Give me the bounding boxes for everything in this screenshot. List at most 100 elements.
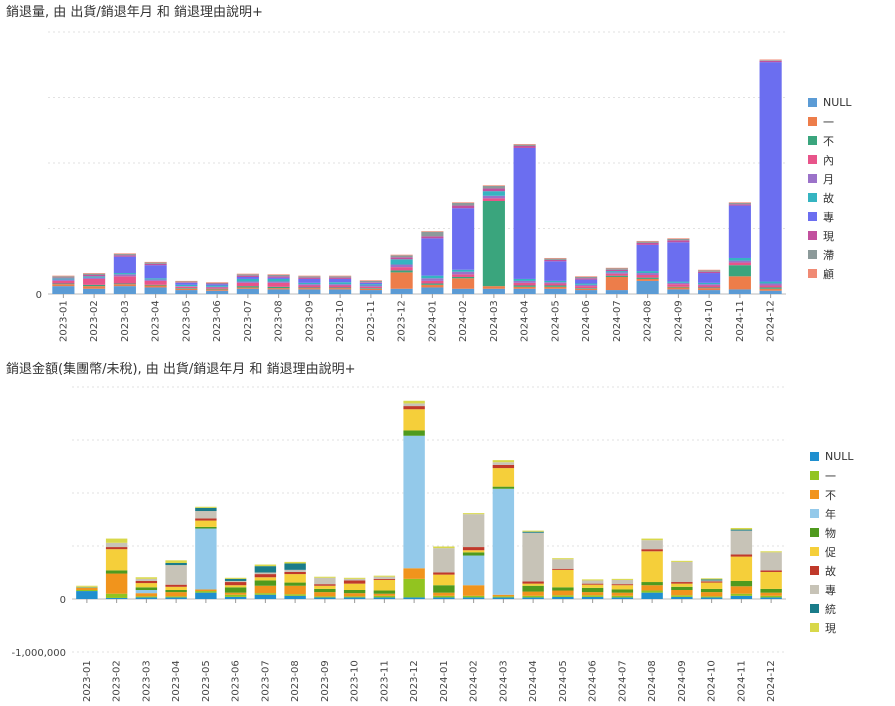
legend-item[interactable]: 統 — [810, 599, 854, 618]
legend-item[interactable]: 專 — [808, 207, 852, 226]
bar-segment — [175, 284, 198, 287]
legend-item[interactable]: NULL — [810, 447, 854, 466]
legend-label: 不 — [823, 134, 834, 148]
bar-segment — [730, 580, 753, 587]
x-tick-label: 2023-04 — [151, 300, 162, 342]
bar-segment — [700, 596, 723, 598]
bar-segment — [513, 288, 536, 294]
bar-segment — [698, 270, 721, 272]
legend-swatch — [810, 585, 819, 594]
legend-item[interactable]: 專 — [810, 580, 854, 599]
legend-swatch — [810, 604, 819, 613]
legend-item[interactable]: 滯 — [808, 245, 852, 264]
bar-segment — [452, 269, 475, 272]
bar-segment — [671, 586, 693, 590]
legend-item[interactable]: 一 — [810, 466, 854, 485]
bar-segment — [329, 284, 352, 286]
chart-legend: NULL 一不年物促故專統現 — [810, 447, 854, 637]
bar-segment — [113, 256, 136, 274]
bar-segment — [728, 202, 751, 205]
bar-segment — [298, 275, 321, 277]
legend-item[interactable]: 不 — [810, 485, 854, 504]
bar-segment — [641, 538, 663, 541]
bar-segment — [236, 273, 259, 275]
legend-label: 專 — [823, 210, 834, 224]
bar-segment — [552, 559, 574, 569]
legend-item[interactable]: 年 — [810, 504, 854, 523]
bar-segment — [267, 278, 290, 282]
bar-segment — [267, 275, 290, 277]
chart-volume-panel: 銷退量, 由 出貨/銷退年月 和 銷退理由說明+ 0 2023-01 2023-02… — [0, 0, 895, 352]
bar-segment — [52, 283, 75, 285]
legend-item[interactable]: 故 — [810, 561, 854, 580]
bar-segment — [730, 593, 753, 596]
x-tick-label: 2024-05 — [558, 660, 569, 702]
bar-segment — [83, 273, 106, 276]
legend-item[interactable]: 現 — [810, 618, 854, 637]
legend-item[interactable]: 內 — [808, 150, 852, 169]
x-tick-label: 2023-11 — [379, 660, 390, 702]
x-tick-label: 2024-12 — [766, 660, 777, 702]
x-tick-label: 2023-05 — [181, 300, 192, 342]
legend-item[interactable]: 促 — [810, 542, 854, 561]
bar-segment — [83, 284, 106, 287]
bar-segment — [581, 595, 604, 597]
legend-label: 不 — [825, 488, 836, 502]
bar-segment — [195, 591, 217, 593]
x-tick-label: 2023-08 — [274, 300, 285, 342]
legend-item[interactable]: 顧 — [808, 264, 852, 283]
bar-segment — [359, 288, 382, 291]
x-tick-label: 2024-11 — [735, 300, 746, 342]
bar-segment — [76, 586, 98, 588]
bar-segment — [611, 578, 634, 580]
x-tick-label: 2024-04 — [528, 660, 539, 702]
bar-segment — [728, 204, 751, 206]
x-tick-label: 2023-09 — [320, 660, 331, 702]
bar-segment — [728, 257, 751, 261]
bar-segment — [698, 284, 721, 286]
bar-segment — [359, 282, 382, 285]
bar-segment — [144, 287, 167, 294]
bar-segment — [611, 589, 634, 593]
legend-item[interactable]: 故 — [808, 188, 852, 207]
bar-segment — [236, 281, 259, 283]
bar-segment — [492, 488, 515, 595]
legend-label: 故 — [825, 564, 836, 578]
bar-segment — [605, 268, 628, 270]
bar-segment — [667, 286, 690, 288]
bar-segment — [482, 188, 505, 192]
bar-segment — [195, 526, 217, 529]
bar-segment — [760, 595, 782, 598]
bar-segment — [575, 284, 598, 287]
bar-segment — [552, 595, 574, 597]
bar-segment — [667, 289, 690, 294]
bar-segment — [433, 592, 455, 596]
bar-segment — [390, 254, 413, 256]
x-tick-label: 2024-07 — [612, 300, 623, 342]
legend-item[interactable]: 物 — [810, 523, 854, 542]
bar-segment — [667, 242, 690, 282]
bar-segment — [343, 577, 366, 579]
legend-item[interactable]: 不 — [808, 131, 852, 150]
bar-segment — [462, 552, 485, 556]
bar-segment — [314, 577, 336, 585]
bar-segment — [135, 587, 158, 590]
legend-item[interactable]: 月 — [808, 169, 852, 188]
bar-segment — [605, 273, 628, 276]
bar-segment — [728, 265, 751, 277]
bar-segment — [452, 271, 475, 275]
x-tick-label: 2023-01 — [82, 660, 93, 702]
bar-segment — [52, 276, 75, 278]
x-tick-label: 2024-07 — [617, 660, 628, 702]
bar-segment — [224, 585, 247, 588]
legend-item[interactable]: NULL — [808, 93, 852, 112]
bar-segment — [421, 284, 444, 288]
bar-segment — [482, 288, 505, 294]
x-tick-label: 2023-05 — [201, 660, 212, 702]
bar-segment — [343, 597, 366, 599]
bar-segment — [636, 277, 659, 279]
bar-segment — [522, 530, 544, 532]
legend-item[interactable]: 一 — [808, 112, 852, 131]
bar-segment — [671, 582, 693, 584]
legend-item[interactable]: 現 — [808, 226, 852, 245]
